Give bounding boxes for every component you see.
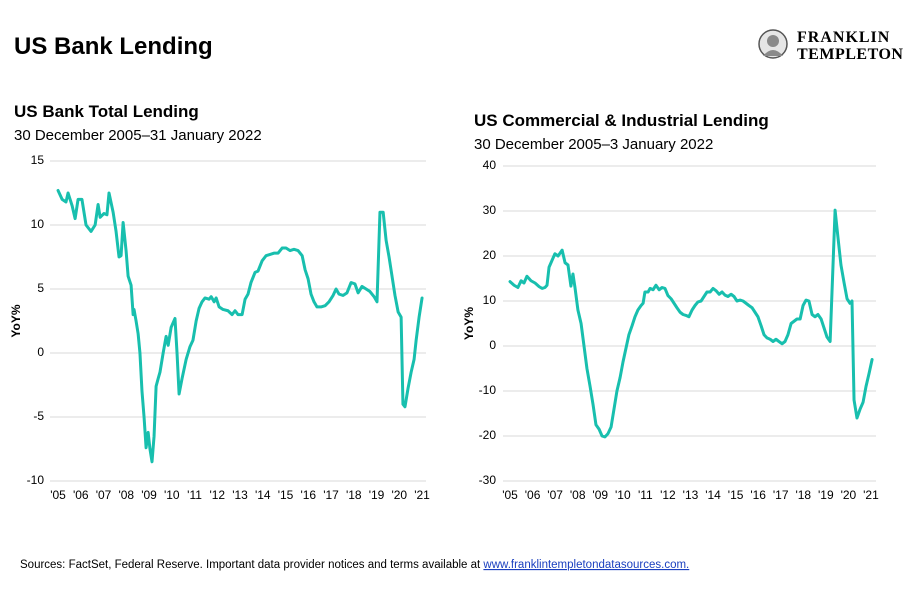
x-tick-label: '20 [841,488,857,502]
x-tick-label: '17 [773,488,789,502]
x-tick-label: '16 [300,488,316,502]
x-tick-label: '12 [209,488,225,502]
logo-portrait-body [763,50,783,56]
x-tick-label: '12 [660,488,676,502]
x-tick-label: '18 [346,488,362,502]
y-tick-label: 0 [489,338,496,352]
logo-text: TEMPLETON [797,46,903,63]
x-tick-label: '15 [728,488,744,502]
x-tick-label: '08 [570,488,586,502]
source-link[interactable]: www.franklintempletondatasources.com. [482,559,689,571]
x-tick-label: '09 [141,488,157,502]
y-tick-label: 0 [37,345,44,359]
x-tick-label: '19 [369,488,385,502]
x-tick-label: '06 [525,488,541,502]
x-tick-label: '09 [592,488,608,502]
x-tick-label: '05 [50,488,66,502]
logo-text: FRANKLIN [797,29,890,46]
y-tick-label: 10 [483,293,497,307]
y-tick-label: 5 [37,281,44,295]
chart-subtitle: 30 December 2005–31 January 2022 [14,127,262,144]
x-tick-label: '10 [615,488,631,502]
y-tick-label: -30 [479,473,497,487]
chart-title: US Commercial & Industrial Lending [474,111,769,130]
x-tick-label: '13 [232,488,248,502]
x-tick-label: '13 [683,488,699,502]
chart-subtitle: 30 December 2005–3 January 2022 [474,136,713,153]
data-line [56,188,424,464]
x-tick-label: '10 [164,488,180,502]
y-tick-label: -20 [479,428,497,442]
y-tick-label: 40 [483,158,497,172]
x-tick-label: '21 [414,488,430,502]
x-tick-label: '07 [547,488,563,502]
chart: US Bank Total Lending 30 December 2005–31… [9,102,430,502]
x-tick-label: '20 [391,488,407,502]
x-tick-label: '14 [255,488,271,502]
chart-title: US Bank Total Lending [14,102,199,121]
x-tick-label: '06 [73,488,89,502]
x-tick-label: '11 [187,488,202,502]
y-tick-label: 20 [483,248,497,262]
x-tick-label: '18 [795,488,811,502]
chart: US Commercial & Industrial Lending 30 Dec… [462,111,879,502]
x-tick-label: '16 [750,488,766,502]
logo: FRANKLIN TEMPLETON [758,29,903,63]
y-axis-label: YoY% [462,307,476,340]
x-tick-label: '19 [818,488,834,502]
source-note: Sources: FactSet, Federal Reserve. Impor… [20,559,689,571]
logo-portrait [767,35,779,47]
y-tick-label: 30 [483,203,497,217]
x-tick-label: '21 [863,488,879,502]
x-tick-label: '11 [638,488,653,502]
y-tick-label: -10 [479,383,497,397]
x-tick-label: '17 [323,488,339,502]
data-line [508,208,874,439]
y-tick-label: -10 [27,473,45,487]
x-tick-label: '14 [705,488,721,502]
y-axis-label: YoY% [9,304,23,337]
page-title: US Bank Lending [14,33,213,60]
source-text: Sources: FactSet, Federal Reserve. Impor… [20,559,483,571]
y-tick-label: -5 [33,409,44,423]
y-tick-label: 10 [31,217,45,231]
x-tick-label: '07 [96,488,112,502]
y-tick-label: 15 [31,153,45,167]
x-tick-label: '05 [502,488,518,502]
x-tick-label: '08 [118,488,134,502]
x-tick-label: '15 [278,488,294,502]
